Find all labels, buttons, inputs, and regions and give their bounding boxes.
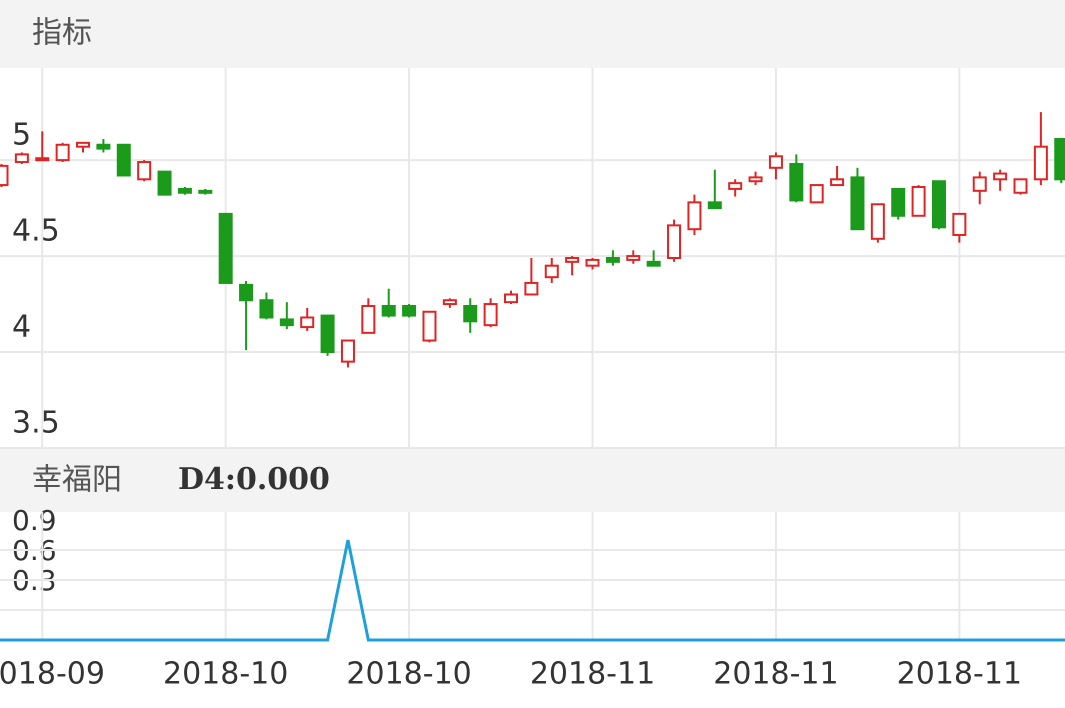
- candle-body: [422, 310, 437, 342]
- candle-body: [544, 264, 559, 279]
- candle-body: [116, 143, 131, 177]
- candle-body: [381, 304, 396, 317]
- candle-body: [402, 304, 417, 317]
- candle-body: [239, 283, 254, 302]
- candle-body: [55, 143, 70, 162]
- y-tick-label: 4.5: [12, 214, 60, 249]
- x-tick-label: 2018-10: [346, 657, 471, 692]
- panel-title: 幸福阳: [32, 463, 122, 498]
- candle-body: [259, 299, 274, 319]
- x-tick-label: 2018-11: [897, 657, 1022, 692]
- candle-body: [870, 203, 885, 240]
- x-tick-label: 2018-11: [530, 657, 655, 692]
- candle-body: [830, 178, 845, 187]
- candle-body: [952, 212, 967, 236]
- candle-body: [850, 176, 865, 231]
- candle-body: [605, 257, 620, 263]
- candle-body: [96, 143, 111, 150]
- candle-body: [768, 155, 783, 169]
- candle-body: [931, 180, 946, 229]
- candle-body: [911, 185, 926, 217]
- y-tick-label: 3.5: [12, 406, 60, 441]
- candle-body: [0, 164, 9, 187]
- candle-body: [789, 162, 804, 202]
- candle-body: [585, 258, 600, 267]
- candle-body: [320, 314, 335, 354]
- candle-body: [137, 161, 152, 181]
- candle-body: [177, 187, 192, 194]
- candle-body: [14, 153, 29, 164]
- candle-body: [687, 201, 702, 231]
- line-series: [0, 539, 1065, 642]
- candle-body: [463, 304, 478, 323]
- panel-title: 指标: [32, 16, 92, 51]
- candle-body: [626, 255, 641, 261]
- candle-body: [972, 176, 987, 192]
- candle-body: [361, 304, 376, 334]
- candle-body: [483, 303, 498, 327]
- candle-body: [524, 281, 539, 296]
- candle-body: [504, 293, 518, 304]
- panel-header: [0, 448, 1065, 512]
- candle-body: [340, 339, 355, 363]
- x-tick-label: 2018-10: [163, 657, 288, 692]
- candle-body: [707, 201, 722, 210]
- x-tick-label: 2018-11: [713, 657, 838, 692]
- candle-body: [1033, 145, 1048, 181]
- candle-body: [1054, 138, 1065, 181]
- candle-body: [300, 316, 315, 329]
- candle-body: [218, 212, 233, 284]
- candle-body: [565, 257, 580, 263]
- candle-body: [279, 318, 294, 327]
- candle-body: [1013, 178, 1028, 194]
- panel-header: [0, 0, 1065, 68]
- candle-body: [646, 260, 661, 267]
- candle-body: [442, 299, 457, 306]
- candle-body: [35, 157, 50, 162]
- legend-entry: D4:0.000: [178, 462, 330, 497]
- y-tick-label: 4: [12, 310, 31, 345]
- y-tick-label: 5: [12, 118, 31, 153]
- candle-body: [809, 184, 824, 204]
- candle-body: [667, 224, 682, 259]
- candle-body: [748, 176, 763, 183]
- candle-body: [76, 141, 91, 148]
- candle-body: [728, 182, 743, 190]
- y-tick-label: 0.9: [12, 504, 57, 537]
- candle-body: [891, 187, 906, 217]
- candle-body: [198, 189, 213, 194]
- x-tick-label: 2018-09: [0, 657, 105, 692]
- candle-body: [993, 172, 1008, 181]
- candle-body: [157, 170, 172, 196]
